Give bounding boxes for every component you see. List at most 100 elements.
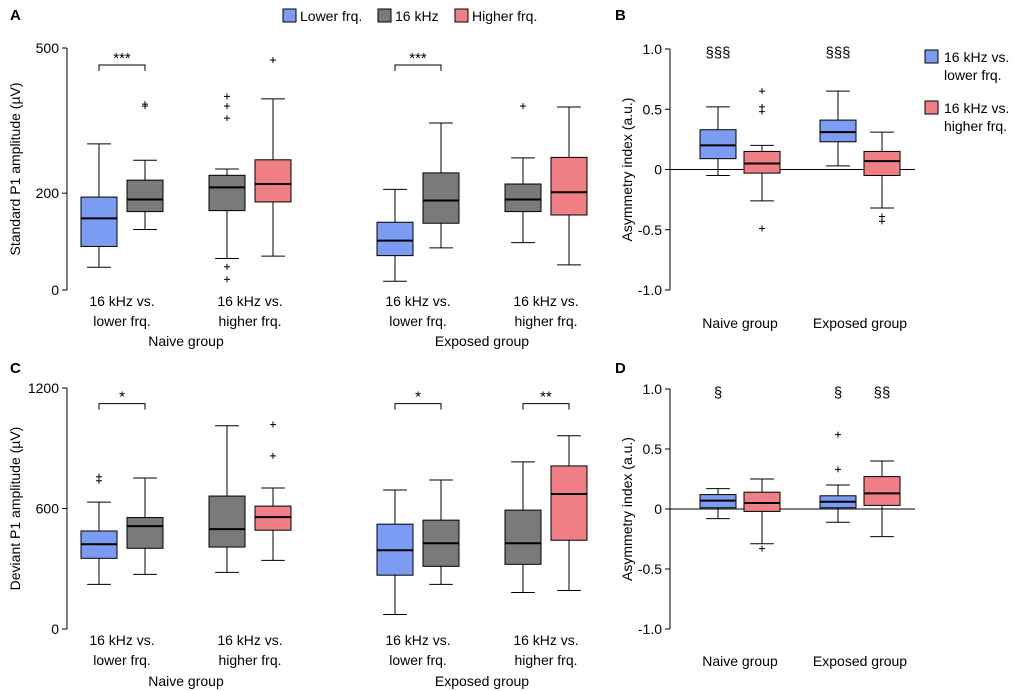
box-iqr <box>254 505 292 531</box>
box-iqr <box>743 150 781 174</box>
legend-label-higher-frq: Higher frq. <box>472 8 537 24</box>
y-tick-label: 1.0 <box>643 381 663 397</box>
panel-a-box-1 <box>126 101 164 230</box>
group-label: Naive group <box>702 315 778 331</box>
significance-label: § <box>834 384 842 401</box>
legend-swatch-lower-frq <box>282 8 297 23</box>
box-iqr <box>863 476 901 506</box>
legend-item-vs-higher: 16 kHz vs. higher frq. <box>924 100 1009 134</box>
box-iqr <box>376 221 414 257</box>
panel-letter-b: B <box>615 7 626 24</box>
legend-label-vs-lower-line1: 16 kHz vs. <box>944 49 1009 65</box>
box-iqr <box>743 491 781 512</box>
y-tick-label: -0.5 <box>638 561 662 577</box>
significance-bracket <box>394 64 442 71</box>
category-label-line2: lower frq. <box>93 313 151 329</box>
legend-swatch-vs-lower <box>924 49 939 64</box>
panel-d-box-0 <box>699 488 737 520</box>
significance-label: §§ <box>874 384 891 401</box>
panel-b-box-0 <box>699 106 737 177</box>
significance-label: §§§ <box>825 44 850 61</box>
box-iqr <box>126 179 164 213</box>
box-iqr <box>208 174 246 212</box>
category-label-line1: 16 kHz vs. <box>385 632 450 648</box>
panel-c-box-3 <box>254 421 292 561</box>
category-label-line2: higher frq. <box>514 313 577 329</box>
panel-d-box-2 <box>819 431 857 523</box>
y-axis-label: Standard P1 amplitude (µV) <box>7 82 23 255</box>
y-tick-label: 0 <box>654 501 662 517</box>
panel-a-box-4 <box>376 188 414 282</box>
panel-letter-d: D <box>615 360 626 377</box>
panel-d-box-1 <box>743 478 781 552</box>
box-iqr <box>863 150 901 177</box>
significance-bracket <box>98 64 146 71</box>
panel-b: -1.0 -0.5 0 0.5 1.0 Asymmetry index (a.u.) §§§… <box>619 41 915 331</box>
panel-a-box-2 <box>208 93 246 283</box>
significance-label: *** <box>409 50 427 67</box>
y-axis-label: Deviant P1 amplitude (µV) <box>7 427 23 591</box>
panel-letter-c: C <box>10 360 21 377</box>
legend-top: Lower frq. 16 kHz Higher frq. <box>282 8 537 24</box>
box-iqr <box>504 183 542 213</box>
legend-label-vs-higher-line1: 16 kHz vs. <box>944 100 1009 116</box>
group-label: Exposed group <box>813 653 907 669</box>
panel-letter-a: A <box>10 7 21 24</box>
category-label-line2: lower frq. <box>389 652 447 668</box>
group-label: Naive group <box>702 653 778 669</box>
y-tick-label: -1.0 <box>638 621 662 637</box>
category-label-line1: 16 kHz vs. <box>513 293 578 309</box>
group-label: Exposed group <box>813 315 907 331</box>
box-iqr <box>422 172 460 224</box>
category-label-line2: lower frq. <box>389 313 447 329</box>
box-iqr <box>504 509 542 565</box>
box-iqr <box>550 465 588 541</box>
panel-c-box-4 <box>376 489 414 616</box>
box-iqr <box>208 495 246 548</box>
significance-label: ** <box>540 389 552 406</box>
panel-c-box-0 <box>80 473 118 585</box>
y-tick-label: 500 <box>36 40 60 56</box>
panel-c-box-7 <box>550 435 588 591</box>
y-tick-label: 600 <box>36 501 60 517</box>
y-tick-label: 0.5 <box>643 441 663 457</box>
panel-b-box-1 <box>743 88 781 232</box>
legend-label-vs-lower-line2: lower frq. <box>944 67 1002 83</box>
significance-bracket <box>394 403 442 410</box>
legend-label-16khz: 16 kHz <box>395 8 439 24</box>
group-label: Naive group <box>148 333 224 349</box>
group-label: Naive group <box>148 673 224 689</box>
y-tick-label: 1200 <box>28 380 59 396</box>
significance-label: § <box>714 384 722 401</box>
panel-c-box-6 <box>504 461 542 593</box>
y-tick-label: -0.5 <box>638 222 662 238</box>
y-tick-label: 0.5 <box>643 101 663 117</box>
legend-swatch-16khz <box>377 8 392 23</box>
group-label: Exposed group <box>435 673 529 689</box>
panel-a-box-6 <box>504 103 542 244</box>
panel-a-box-5 <box>422 122 460 249</box>
y-tick-label: -1.0 <box>638 282 662 298</box>
legend-item-lower-frq: Lower frq. <box>282 8 362 24</box>
category-label-line1: 16 kHz vs. <box>89 632 154 648</box>
panel-c-box-2 <box>208 425 246 573</box>
category-label-line1: 16 kHz vs. <box>385 293 450 309</box>
category-label-line2: higher frq. <box>514 652 577 668</box>
legend-swatch-higher-frq <box>454 8 469 23</box>
y-tick-label: 0 <box>51 621 59 637</box>
category-label-line2: lower frq. <box>93 652 151 668</box>
legend-right: 16 kHz vs. lower frq. 16 kHz vs. higher … <box>924 49 1009 134</box>
legend-label-vs-higher-line2: higher frq. <box>944 118 1007 134</box>
panel-c-box-1 <box>126 477 164 575</box>
y-tick-label: 1.0 <box>643 41 663 57</box>
box-iqr <box>126 517 164 549</box>
category-label-line2: higher frq. <box>218 313 281 329</box>
panel-a: 0 200 500 Standard P1 amplitude (µV) *** *** 1… <box>7 40 588 349</box>
legend-item-vs-lower: 16 kHz vs. lower frq. <box>924 49 1009 83</box>
panel-b-box-2 <box>819 90 857 167</box>
panel-a-box-7 <box>550 106 588 266</box>
panel-a-box-3 <box>254 57 292 257</box>
panel-b-box-3 <box>863 131 901 225</box>
